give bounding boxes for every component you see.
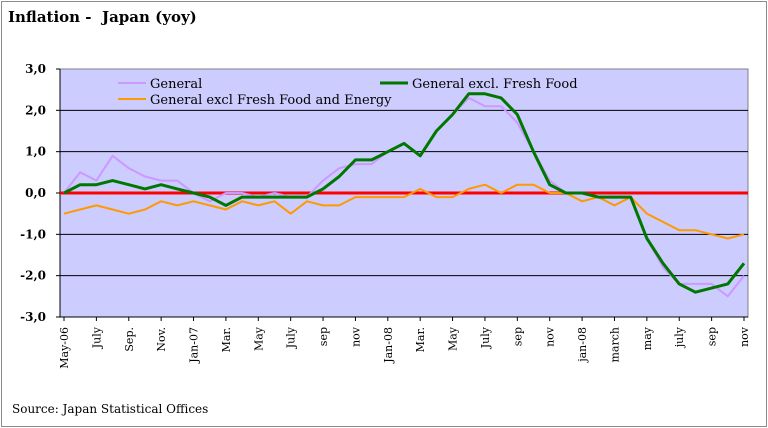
x-tick-label: May bbox=[252, 326, 265, 351]
x-tick-label: May-06 bbox=[58, 327, 71, 369]
x-tick-label: nov bbox=[349, 326, 362, 347]
x-tick-label: sep bbox=[706, 327, 719, 346]
legend-label: General bbox=[150, 77, 202, 92]
legend-label: General excl. Fresh Food bbox=[412, 77, 578, 92]
x-tick-label: Mar. bbox=[220, 327, 233, 352]
x-tick-label: July bbox=[285, 326, 298, 349]
x-axis-ticks: May-06 July Sep. Nov. Jan-07 Mar. May July sep no… bbox=[58, 316, 751, 369]
y-tick-label: 0,0 bbox=[25, 186, 46, 200]
x-tick-label: sep bbox=[317, 327, 330, 346]
x-tick-label: july bbox=[673, 326, 686, 349]
y-tick-label: -1,0 bbox=[20, 227, 46, 241]
x-tick-label: July bbox=[90, 326, 103, 349]
x-tick-label: sep bbox=[511, 327, 524, 346]
y-tick-label: -3,0 bbox=[20, 310, 46, 324]
gridlines bbox=[60, 109, 748, 277]
series-lines bbox=[63, 92, 746, 298]
source-note: Source: Japan Statistical Offices bbox=[12, 402, 209, 416]
x-tick-label: jan-08 bbox=[576, 327, 589, 364]
x-tick-label: Mar. bbox=[414, 327, 427, 352]
x-tick-label: July bbox=[479, 326, 492, 349]
x-tick-label: Sep. bbox=[123, 327, 136, 352]
x-tick-label: Jan-08 bbox=[382, 327, 395, 364]
y-tick-label: 3,0 bbox=[25, 62, 46, 76]
y-tick-label: 1,0 bbox=[25, 145, 46, 159]
x-tick-label: Nov. bbox=[155, 327, 168, 352]
x-tick-label: may bbox=[641, 326, 654, 350]
x-tick-label: Jan-07 bbox=[188, 327, 201, 364]
y-axis-ticks: 3,0 2,0 1,0 0,0 -1,0 -2,0 -3,0 bbox=[20, 62, 61, 324]
series-line-2 bbox=[63, 92, 746, 294]
x-tick-label: march bbox=[608, 327, 621, 363]
chart-title: Inflation - Japan (yoy) bbox=[8, 8, 197, 26]
x-tick-label: nov bbox=[738, 326, 751, 347]
y-tick-label: -2,0 bbox=[20, 269, 46, 283]
x-tick-label: May bbox=[447, 326, 460, 351]
legend-label: General excl Fresh Food and Energy bbox=[150, 93, 392, 108]
x-tick-label: nov bbox=[544, 326, 557, 347]
y-tick-label: 2,0 bbox=[25, 103, 46, 117]
